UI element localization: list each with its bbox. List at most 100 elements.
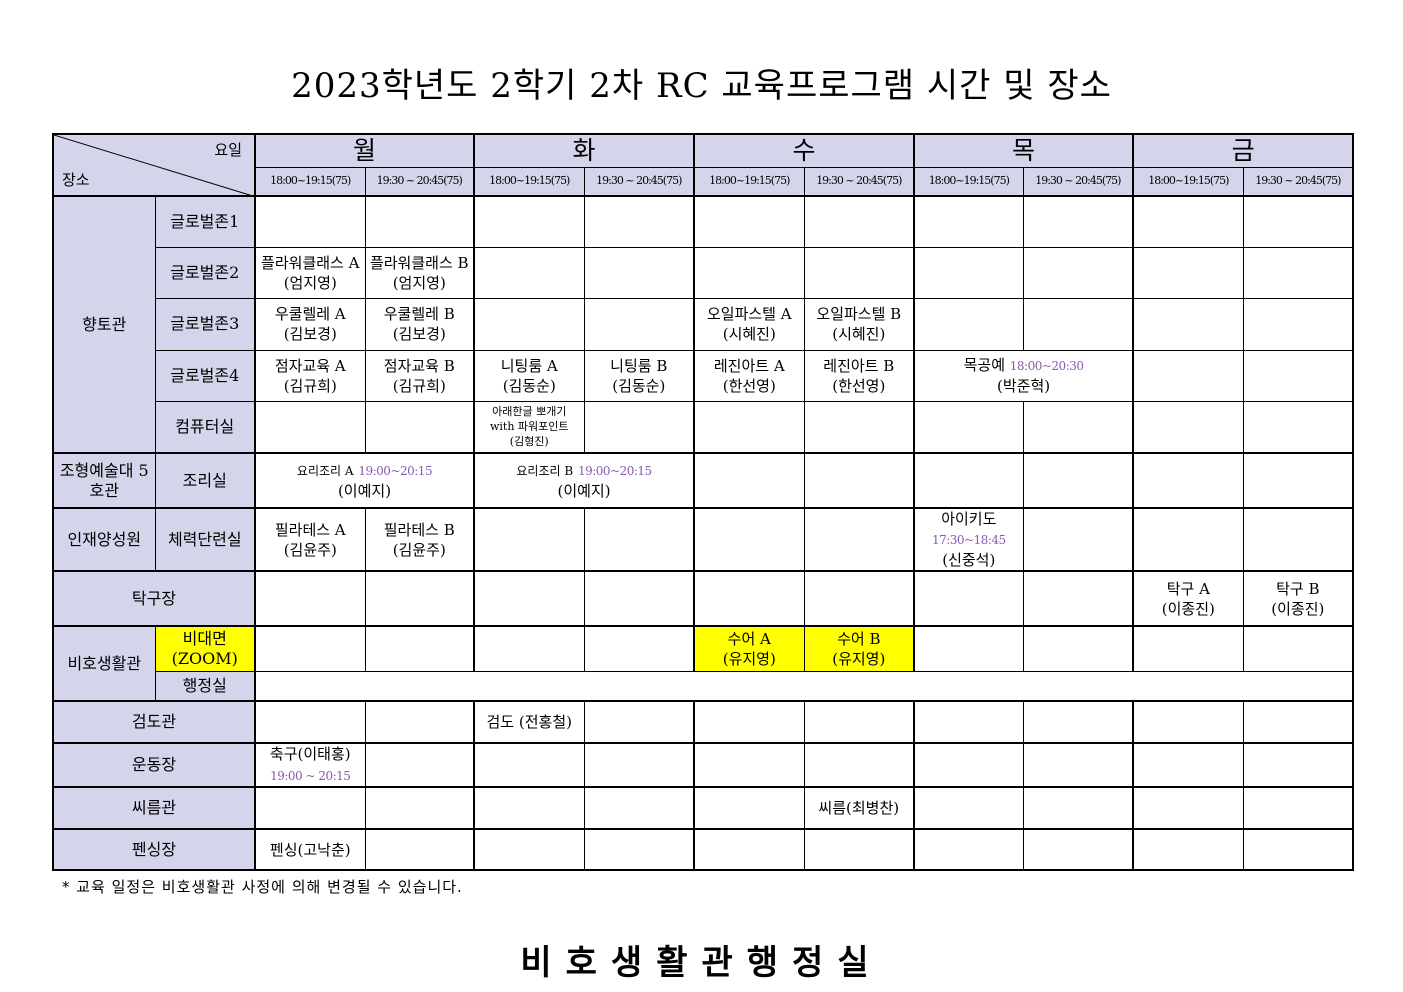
day-header-2: 수	[693, 133, 915, 168]
instructor-name: (유지영)	[832, 649, 886, 668]
program-name: 점자교육 B	[368, 356, 472, 376]
day-axis-label: 요일	[214, 141, 242, 159]
program-title: 오일파스텔 A	[706, 305, 792, 323]
schedule-cell	[1022, 570, 1134, 627]
schedule-cell	[1132, 452, 1244, 509]
schedule-cell	[364, 786, 475, 830]
program-name: 니팅룸 A	[477, 356, 582, 376]
table-row: 글로벌존4 점자교육 A (김규희) 점자교육 B (김규희) 니팅룸 A (김동순) 니팅룸…	[53, 349, 1354, 402]
schedule-cell	[693, 786, 805, 830]
program-name: 니팅룸 B	[587, 356, 692, 376]
program-name: 필라테스 B	[368, 520, 472, 540]
program-name: 오일파스텔 A	[697, 304, 802, 324]
program-name: 펜싱(고낙춘)	[258, 840, 363, 860]
schedule-cell: 목공예 18:00~20:30 (박준혁)	[913, 349, 1134, 402]
schedule-cell	[693, 700, 805, 744]
schedule-cell	[364, 195, 475, 248]
schedule-cell	[473, 507, 585, 572]
program-name: 축구(이태홍)	[258, 744, 363, 764]
table-row: 인재양성원 체력단련실 필라테스 A (김윤주) 필라테스 B (김윤주) 아이키도 17:…	[52, 507, 1354, 572]
program-name: 씨름(최병찬)	[807, 798, 912, 818]
table-row: 향토관 글로벌존1	[52, 195, 1354, 454]
room-label: 체력단련실	[154, 507, 256, 572]
schedule-cell: 수어 A (유지영)	[693, 625, 805, 672]
schedule-cell	[1022, 297, 1134, 351]
program-title: 탁구 B	[1276, 579, 1320, 598]
schedule-cell	[803, 400, 915, 454]
place-label: 검도관	[52, 700, 256, 744]
schedule-cell	[1242, 828, 1354, 871]
program-name: 탁구 A	[1136, 579, 1241, 599]
schedule-cell	[1132, 786, 1244, 830]
schedule-cell	[1132, 400, 1244, 454]
schedule-cell	[803, 507, 915, 572]
program-name: 검도 (전홍철)	[477, 712, 582, 732]
program-title: 수어 A	[727, 629, 771, 648]
room-label: 조리실	[154, 452, 256, 509]
instructor-name: (이종진)	[1161, 599, 1215, 618]
program-title: 점자교육 B	[383, 356, 455, 375]
day-header-3: 목	[913, 133, 1134, 168]
place-group: 비호생활관	[52, 625, 156, 702]
program-line: with 파워포인트	[489, 420, 569, 434]
instructor-name: (이예지)	[337, 482, 392, 500]
schedule-cell	[803, 700, 915, 744]
instructor-name: (김규희)	[283, 376, 337, 395]
schedule-cell	[1242, 400, 1354, 454]
instructor-name: (엄지영)	[392, 273, 446, 292]
schedule-cell: 검도 (전홍철)	[473, 700, 585, 744]
program-name: 요리조리 A 19:00~20:15	[258, 460, 471, 481]
instructor-name: (김동순)	[612, 376, 666, 395]
program-name: 필라테스 A	[258, 520, 363, 540]
program-name: 점자교육 A	[258, 356, 363, 376]
program-line: 아래한글 뽀개기	[492, 405, 567, 419]
place-label: 운동장	[52, 742, 256, 788]
page-title: 2023학년도 2학기 2차 RC 교육프로그램 시간 및 장소	[291, 66, 1112, 106]
schedule-cell	[583, 195, 695, 248]
instructor-name: (김동순)	[502, 376, 556, 395]
instructor-name: (한선영)	[722, 376, 776, 395]
schedule-cell	[1132, 246, 1244, 299]
schedule-note: * 교육 일정은 비호생활관 사정에 의해 변경될 수 있습니다.	[62, 878, 463, 896]
schedule-cell	[693, 742, 805, 788]
program-title: 오일파스텔 B	[816, 305, 902, 323]
program-title: 필라테스 B	[383, 520, 455, 539]
schedule-cell	[1132, 700, 1244, 744]
schedule-cell	[1022, 452, 1134, 509]
schedule-cell: 플라워클래스 B (엄지영)	[364, 246, 475, 299]
place-label: 탁구장	[52, 570, 256, 627]
time-slot-header: 18:00~19:15(75)	[1132, 166, 1244, 197]
table-row: 글로벌존3 우쿨렐레 A (김보경) 우쿨렐레 B (김보경) 오일파스텔 A (시혜진) 오…	[53, 297, 1354, 351]
instructor-name: (시혜진)	[722, 325, 776, 343]
schedule-cell	[364, 625, 475, 672]
instructor-name: (김규희)	[392, 376, 446, 395]
schedule-cell	[693, 452, 805, 509]
program-name: 레진아트 A	[697, 356, 802, 376]
schedule-cell	[583, 400, 695, 454]
schedule-cell	[583, 700, 695, 744]
schedule-cell	[473, 297, 585, 351]
instructor-name: (박준혁)	[997, 377, 1051, 395]
instructor-name: (한선영)	[832, 376, 886, 395]
program-time: 18:00~20:30	[1009, 359, 1084, 373]
footer-office: 비호생활관행정실	[520, 943, 883, 983]
schedule-cell	[1022, 700, 1134, 744]
schedule-cell	[1242, 625, 1354, 672]
program-title: 우쿨렐레 A	[274, 305, 346, 323]
instructor-name: (이종진)	[1271, 599, 1325, 618]
schedule-cell: 레진아트 A (한선영)	[693, 349, 805, 402]
schedule-cell	[583, 625, 695, 672]
program-title: 플라워클래스 A	[261, 253, 360, 272]
schedule-cell	[1132, 828, 1244, 871]
schedule-cell	[803, 828, 915, 871]
program-title: 아이키도	[941, 510, 997, 528]
corner-header: 요일 장소	[52, 133, 256, 197]
schedule-cell	[1242, 246, 1354, 299]
program-title: 요리조리 B	[516, 464, 574, 478]
schedule-cell	[364, 828, 475, 871]
table-row: 검도관 검도 (전홍철)	[52, 700, 1354, 744]
program-title: 점자교육 A	[274, 356, 346, 375]
schedule-cell	[1022, 742, 1134, 788]
room-label: 글로벌존3	[154, 297, 256, 351]
